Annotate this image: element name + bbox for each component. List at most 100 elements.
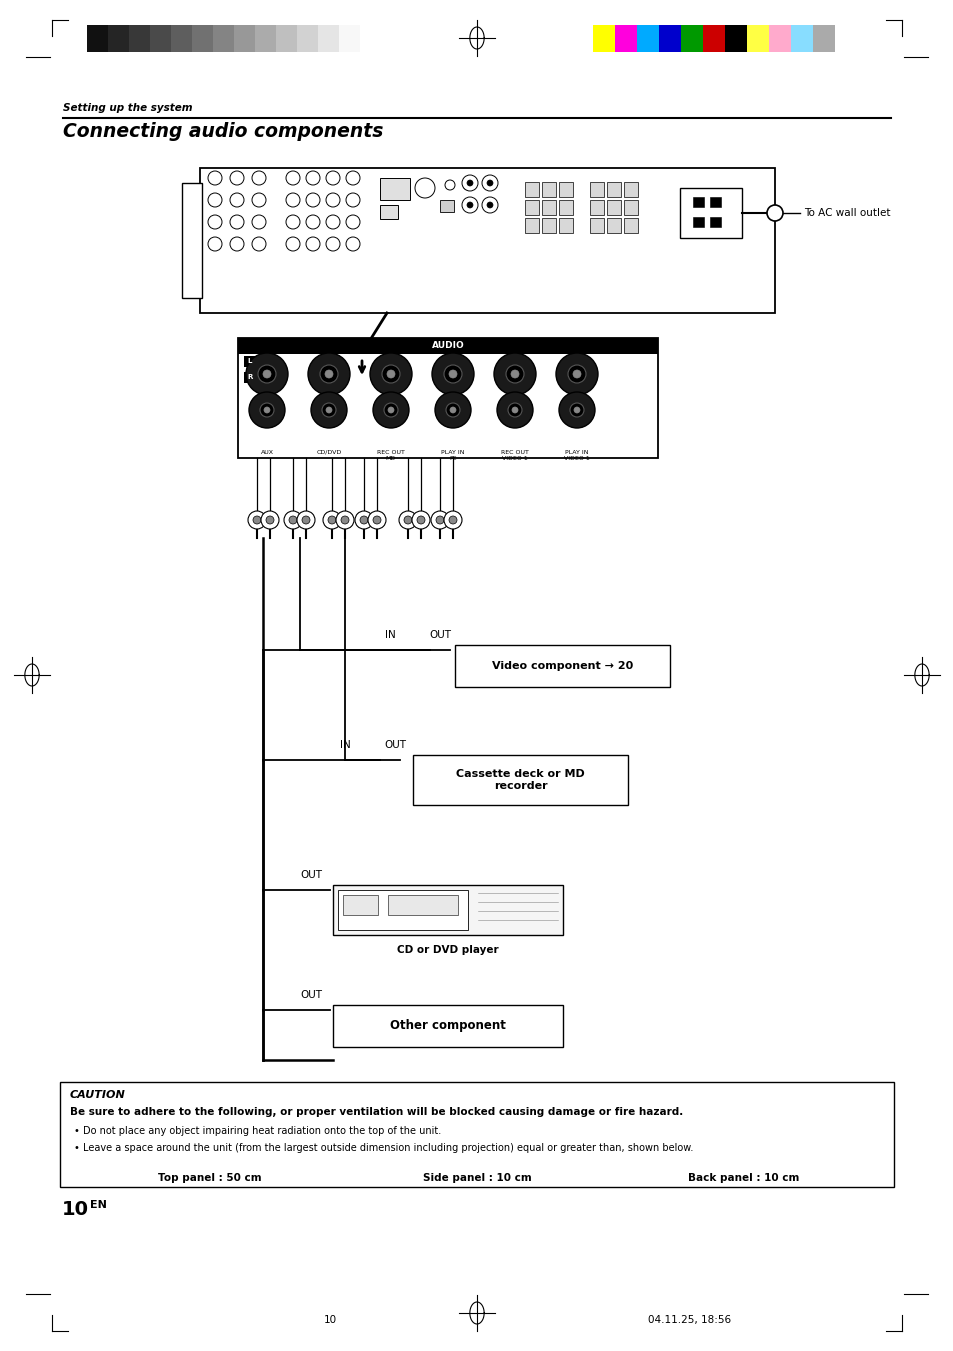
Bar [606, 200, 620, 215]
Text: To AC wall outlet: To AC wall outlet [803, 208, 889, 218]
Circle shape [373, 392, 409, 428]
Bar [213, 26, 233, 51]
Circle shape [264, 407, 270, 413]
Circle shape [266, 516, 274, 524]
Circle shape [443, 511, 461, 530]
Text: 10: 10 [62, 1200, 89, 1219]
Bar [709, 197, 720, 207]
Bar [768, 26, 790, 51]
Bar [558, 182, 573, 197]
Bar [379, 178, 410, 200]
Circle shape [230, 193, 244, 207]
Circle shape [573, 370, 580, 378]
Circle shape [444, 180, 455, 190]
Circle shape [481, 197, 497, 213]
Text: Video component → 20: Video component → 20 [492, 661, 633, 671]
Bar [129, 26, 150, 51]
Bar [589, 200, 603, 215]
Text: Top panel : 50 cm: Top panel : 50 cm [158, 1173, 262, 1183]
Circle shape [252, 236, 266, 251]
Circle shape [373, 516, 380, 524]
Bar [237, 338, 658, 458]
Bar [589, 182, 603, 197]
Circle shape [286, 236, 299, 251]
Circle shape [208, 215, 222, 230]
Bar [343, 894, 377, 915]
Circle shape [230, 236, 244, 251]
Circle shape [449, 370, 456, 378]
Bar [244, 357, 256, 367]
Bar [200, 168, 774, 313]
Text: L: L [248, 358, 252, 363]
Circle shape [257, 365, 275, 382]
Circle shape [326, 215, 339, 230]
Circle shape [443, 365, 461, 382]
Text: Side panel : 10 cm: Side panel : 10 cm [422, 1173, 531, 1183]
Text: OUT: OUT [299, 870, 322, 880]
Circle shape [388, 407, 394, 413]
Circle shape [467, 180, 473, 186]
Circle shape [359, 516, 368, 524]
Text: OUT: OUT [384, 740, 406, 750]
Bar [254, 26, 275, 51]
Circle shape [286, 172, 299, 185]
Circle shape [286, 215, 299, 230]
Circle shape [381, 365, 399, 382]
Text: PLAY IN
PE: PLAY IN PE [441, 450, 464, 461]
Circle shape [252, 215, 266, 230]
Circle shape [512, 407, 517, 413]
Circle shape [446, 403, 459, 417]
Bar [524, 182, 538, 197]
Text: OUT: OUT [429, 630, 451, 640]
Circle shape [368, 511, 386, 530]
Circle shape [449, 516, 456, 524]
Bar [606, 218, 620, 232]
Circle shape [246, 353, 288, 394]
Circle shape [325, 370, 333, 378]
Circle shape [308, 353, 350, 394]
Circle shape [346, 236, 359, 251]
Circle shape [569, 403, 583, 417]
Text: REC OUT
VIDEO 1: REC OUT VIDEO 1 [500, 450, 528, 461]
Circle shape [398, 511, 416, 530]
Text: Other component: Other component [390, 1020, 505, 1032]
Circle shape [346, 193, 359, 207]
Circle shape [208, 172, 222, 185]
Circle shape [284, 511, 302, 530]
Text: Connecting audio components: Connecting audio components [63, 122, 383, 141]
Circle shape [253, 516, 261, 524]
Text: Back panel : 10 cm: Back panel : 10 cm [687, 1173, 799, 1183]
Text: Be sure to adhere to the following, or proper ventilation will be blocked causin: Be sure to adhere to the following, or p… [70, 1106, 682, 1117]
Bar [524, 218, 538, 232]
Bar [812, 26, 834, 51]
Text: AUX: AUX [260, 450, 274, 455]
Bar [692, 197, 703, 207]
Circle shape [306, 193, 319, 207]
Circle shape [494, 353, 536, 394]
Text: R: R [247, 374, 253, 380]
Circle shape [497, 392, 533, 428]
Circle shape [326, 172, 339, 185]
Bar [746, 26, 768, 51]
Circle shape [322, 403, 335, 417]
Circle shape [558, 392, 595, 428]
Circle shape [261, 511, 278, 530]
Circle shape [431, 511, 449, 530]
Circle shape [263, 370, 271, 378]
Bar [589, 218, 603, 232]
Circle shape [311, 392, 347, 428]
Text: OUT: OUT [299, 990, 322, 1000]
Circle shape [481, 176, 497, 190]
Text: EN: EN [90, 1200, 107, 1210]
Bar [192, 26, 213, 51]
Text: CAUTION: CAUTION [70, 1090, 126, 1100]
Text: CD or DVD player: CD or DVD player [396, 944, 498, 955]
Bar [275, 26, 296, 51]
Bar [296, 26, 317, 51]
Circle shape [306, 172, 319, 185]
Circle shape [289, 516, 296, 524]
Bar [379, 205, 397, 219]
Bar [680, 26, 702, 51]
Bar [692, 218, 703, 227]
Text: AUDIO: AUDIO [431, 342, 464, 350]
